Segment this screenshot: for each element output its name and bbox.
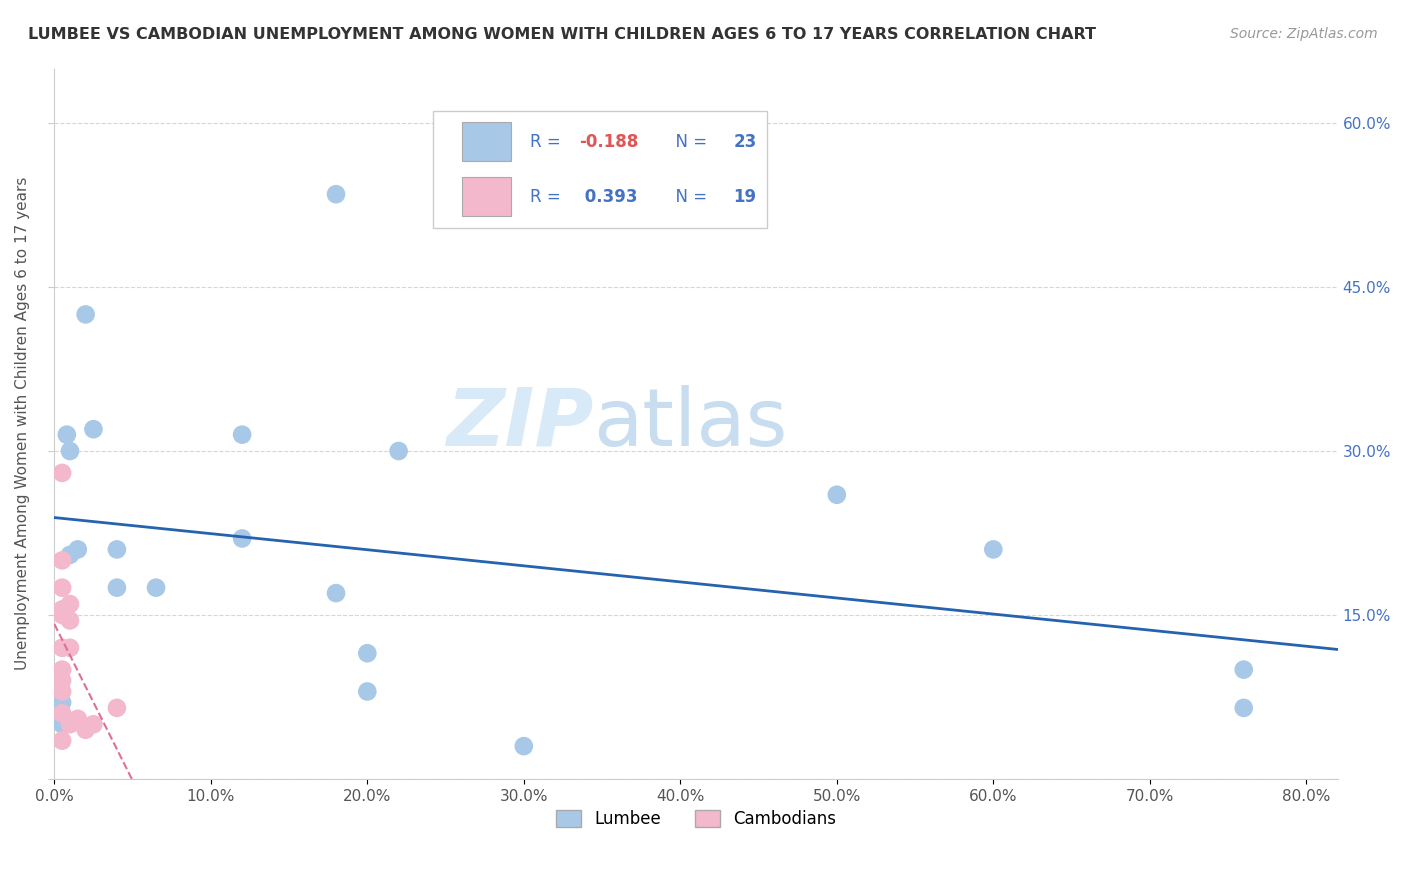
Point <box>51 581 73 595</box>
Text: ZIP: ZIP <box>446 384 593 463</box>
Point <box>513 739 536 753</box>
Point <box>82 422 104 436</box>
Point <box>388 444 411 458</box>
Point <box>51 640 73 655</box>
Text: R =: R = <box>530 133 567 151</box>
Point <box>51 706 73 721</box>
Legend: Lumbee, Cambodians: Lumbee, Cambodians <box>550 803 842 835</box>
Point <box>82 717 104 731</box>
Point <box>51 553 73 567</box>
Point <box>51 663 73 677</box>
Point <box>59 548 82 562</box>
Point <box>981 542 1004 557</box>
Point <box>231 427 253 442</box>
Point <box>105 542 128 557</box>
Point <box>56 427 79 442</box>
Text: 0.393: 0.393 <box>579 187 638 206</box>
Text: R =: R = <box>530 187 567 206</box>
Point <box>825 488 848 502</box>
Point <box>66 712 89 726</box>
FancyBboxPatch shape <box>433 112 766 228</box>
Point <box>1233 663 1256 677</box>
Point <box>51 684 73 698</box>
Point <box>51 733 73 747</box>
Point <box>51 717 73 731</box>
Point <box>75 307 97 321</box>
FancyBboxPatch shape <box>463 178 512 216</box>
Point <box>105 581 128 595</box>
Point <box>51 695 73 709</box>
Point <box>325 586 347 600</box>
Point <box>59 717 82 731</box>
Point <box>51 602 73 616</box>
Text: N =: N = <box>665 187 713 206</box>
Point <box>59 597 82 611</box>
Point <box>105 701 128 715</box>
Text: -0.188: -0.188 <box>579 133 638 151</box>
Point <box>51 673 73 688</box>
Point <box>59 444 82 458</box>
Point <box>66 542 89 557</box>
Point <box>356 684 378 698</box>
Text: LUMBEE VS CAMBODIAN UNEMPLOYMENT AMONG WOMEN WITH CHILDREN AGES 6 TO 17 YEARS CO: LUMBEE VS CAMBODIAN UNEMPLOYMENT AMONG W… <box>28 27 1097 42</box>
Point <box>59 640 82 655</box>
Text: 19: 19 <box>733 187 756 206</box>
Point <box>51 607 73 622</box>
Y-axis label: Unemployment Among Women with Children Ages 6 to 17 years: Unemployment Among Women with Children A… <box>15 177 30 671</box>
Text: 23: 23 <box>733 133 756 151</box>
Point <box>356 646 378 660</box>
Text: atlas: atlas <box>593 384 787 463</box>
Text: Source: ZipAtlas.com: Source: ZipAtlas.com <box>1230 27 1378 41</box>
Point <box>75 723 97 737</box>
FancyBboxPatch shape <box>463 122 512 161</box>
Point <box>231 532 253 546</box>
Point <box>51 466 73 480</box>
Point <box>145 581 167 595</box>
Text: N =: N = <box>665 133 713 151</box>
Point <box>1233 701 1256 715</box>
Point <box>325 187 347 202</box>
Point <box>59 614 82 628</box>
